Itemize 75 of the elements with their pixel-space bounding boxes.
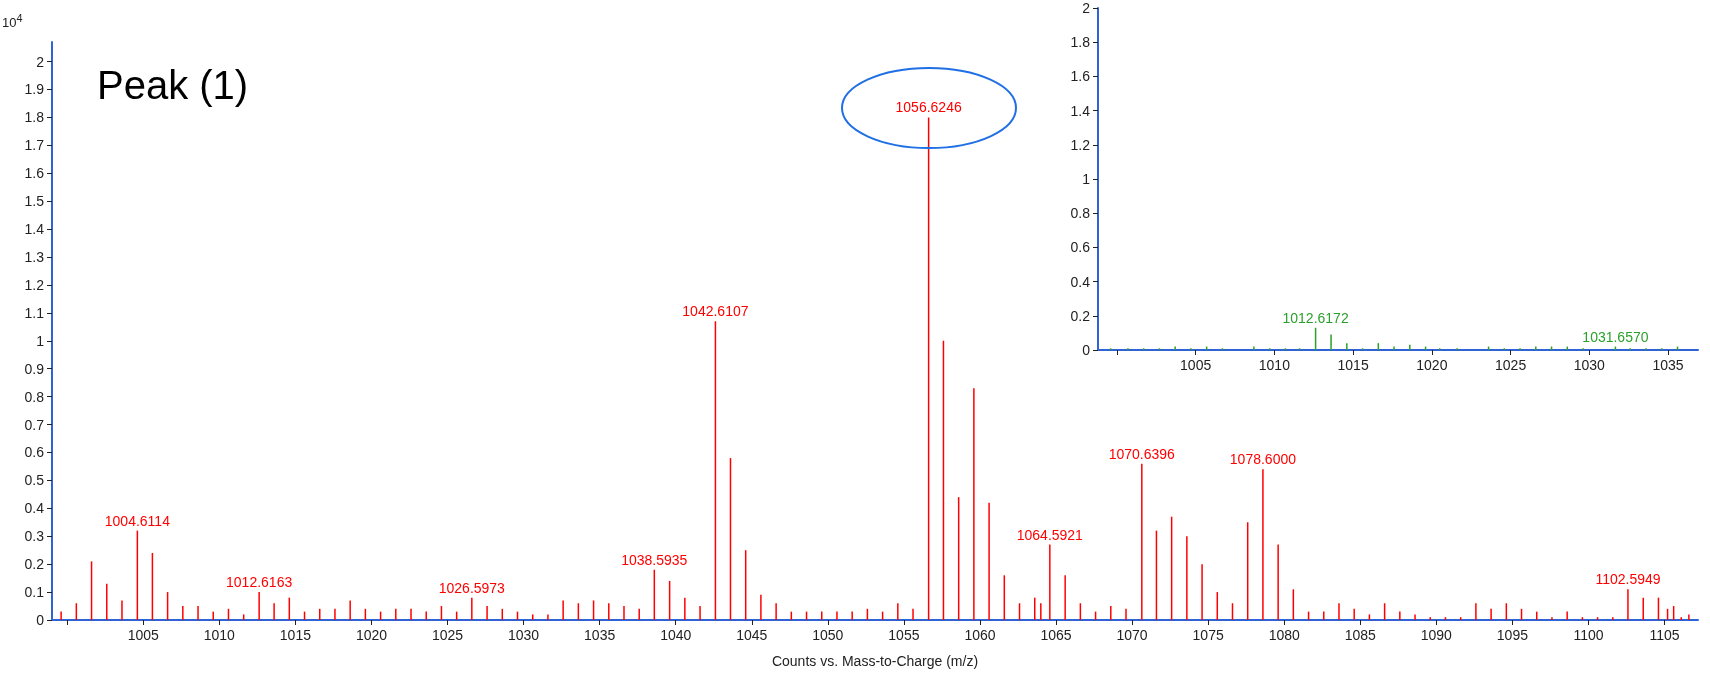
x-tick-label: 1085: [1344, 627, 1377, 643]
y-tick-label: 1.8: [24, 109, 45, 126]
annotation: 1031.6570: [1582, 328, 1649, 345]
annotation: 1012.6172: [1282, 309, 1349, 326]
y-tick-label: 0: [36, 612, 45, 628]
x-tick-label: 1100: [1573, 627, 1604, 643]
x-tick-label: 1010: [203, 627, 236, 643]
x-tick-label: 1040: [660, 627, 692, 643]
x-tick-label: 1005: [1180, 357, 1212, 373]
y-tick-label: 1.4: [1070, 102, 1091, 119]
x-tick-label: 1020: [355, 627, 388, 643]
y-tick-label: 1.6: [1070, 68, 1091, 85]
x-tick-label: 1050: [812, 627, 844, 643]
x-axis-title: Counts vs. Mass-to-Charge (m/z): [771, 653, 979, 669]
y-tick-label: 0.3: [24, 528, 45, 545]
annotation: 1042.6107: [682, 303, 749, 320]
x-tick-label: 1080: [1268, 627, 1300, 643]
annotation: 1026.5973: [438, 579, 506, 596]
x-tick-label: 1025: [1495, 357, 1527, 373]
y-tick-label: 1.7: [24, 137, 45, 154]
x-tick-label: 1015: [1337, 357, 1369, 373]
x-tick-label: 1065: [1040, 627, 1072, 643]
x-tick-label: 1075: [1192, 627, 1224, 643]
y-tick-label: 0.4: [1070, 273, 1091, 290]
x-tick-label: 1015: [279, 627, 312, 643]
annotation: 1078.6000: [1229, 451, 1297, 468]
annotation: 1004.6114: [104, 512, 171, 529]
y-tick-label: 0.7: [24, 416, 45, 433]
y-tick-label: 2: [36, 53, 45, 70]
x-tick-label: 1030: [1573, 357, 1606, 373]
x-tick-label: 1020: [1416, 357, 1448, 373]
x-tick-label: 1035: [1652, 357, 1684, 373]
x-tick-label: 1090: [1420, 627, 1453, 643]
y-tick-label: 0.6: [1070, 239, 1091, 256]
x-tick-label: 1095: [1496, 627, 1529, 643]
y-tick-label: 1.2: [24, 276, 45, 293]
y-tick-label: 0.8: [1070, 205, 1091, 222]
y-tick-label: 2: [1082, 0, 1091, 16]
y-tick-label: 1.4: [24, 221, 45, 238]
y-tick-label: 1.9: [24, 81, 45, 98]
y-tick-label: 1: [1082, 171, 1091, 187]
y-tick-label: 0: [1082, 342, 1091, 358]
y-tick-label: 0.8: [24, 388, 45, 405]
annotation: 1070.6396: [1108, 445, 1176, 462]
annotation: 1064.5921: [1016, 526, 1084, 543]
y-tick-label: 0.9: [24, 360, 45, 377]
y-tick-label: 1.6: [24, 165, 45, 182]
x-tick-label: 1045: [736, 627, 768, 643]
y-tick-label: 1.1: [24, 304, 45, 321]
x-tick-label: 1025: [431, 627, 464, 643]
y-tick-label: 0.1: [24, 584, 45, 601]
x-tick-label: 1055: [888, 627, 920, 643]
x-tick-label: 1005: [127, 627, 160, 643]
y-tick-label: 0.5: [24, 472, 45, 489]
annotation: 1056.6246: [895, 99, 962, 116]
x-tick-label: 1035: [584, 627, 616, 643]
y-tick-label: 1.5: [24, 193, 45, 210]
y-tick-label: 0.2: [1070, 307, 1091, 324]
annotation: 1012.6163: [226, 574, 293, 591]
x-tick-label: 1105: [1649, 627, 1680, 643]
y-tick-label: 1.8: [1070, 34, 1091, 51]
annotation: 1102.5949: [1595, 571, 1661, 588]
y-tick-label: 0.2: [24, 556, 45, 573]
annotation: 1038.5935: [621, 551, 688, 568]
y-tick-label: 1: [36, 332, 45, 349]
y-tick-label: 1.2: [1070, 136, 1091, 153]
y-tick-label: 0.6: [24, 444, 45, 461]
y-tick-label: 0.4: [24, 500, 45, 517]
y-axis-title: 10$^{4}$: [2, 11, 23, 32]
x-tick-label: 1030: [508, 627, 540, 643]
y-tick-label: 1.3: [24, 249, 45, 265]
x-tick-label: 1010: [1258, 357, 1291, 373]
x-tick-label: 1060: [964, 627, 996, 643]
text: Peak (1): [97, 63, 249, 107]
x-tick-label: 1070: [1116, 627, 1148, 643]
